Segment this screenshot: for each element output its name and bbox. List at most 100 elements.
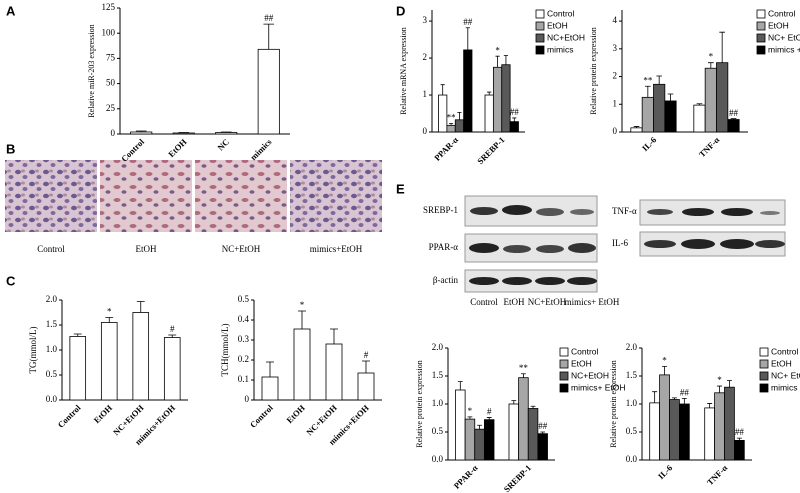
- y-tick-label: 2.0: [626, 342, 638, 352]
- error-bar: [512, 117, 517, 122]
- legend-swatch: [559, 359, 569, 369]
- error-bar: [266, 361, 274, 377]
- y-tick-label: 3: [613, 43, 618, 53]
- legend-swatch: [759, 347, 769, 357]
- y-tick-label: 1.5: [432, 370, 444, 380]
- bar: [132, 312, 150, 401]
- error-bar: [730, 118, 737, 120]
- legend-swatch: [559, 371, 569, 381]
- bar: [130, 131, 153, 135]
- x-tick-label: Control: [56, 402, 83, 429]
- y-tick-label: 0: [613, 126, 618, 136]
- significance-label: ##: [729, 108, 739, 118]
- significance-label: ##: [735, 427, 745, 437]
- y-tick-label: 1.0: [432, 398, 444, 408]
- x-tick-label: EtOH: [92, 402, 115, 425]
- y-tick-label: 100: [102, 27, 116, 37]
- blot-label: SREBP-1: [423, 205, 458, 215]
- bar: [518, 377, 529, 461]
- error-bar: [511, 400, 517, 404]
- significance-label: *: [717, 375, 722, 385]
- bar: [501, 64, 511, 133]
- error-bar: [667, 93, 674, 101]
- lane-label: Control: [470, 297, 498, 307]
- error-bar: [467, 416, 473, 420]
- y-axis-label: TCH(mmol/L): [220, 324, 230, 377]
- panel-label: A: [6, 3, 16, 18]
- bar: [464, 418, 476, 461]
- significance-label: *: [495, 45, 500, 55]
- y-axis-label: TG(mmol/L): [28, 327, 38, 374]
- error-bar: [717, 385, 723, 393]
- error-bar: [362, 360, 370, 373]
- legend-label: Control: [768, 8, 796, 18]
- legend-label: NC+EtOH: [547, 32, 585, 42]
- significance-label: ##: [680, 387, 690, 397]
- y-axis-label: Relative protein expression: [415, 360, 424, 448]
- panel-label: B: [6, 141, 15, 156]
- bar: [527, 408, 539, 461]
- legend-label: NC+ EtOH: [768, 32, 800, 42]
- y-tick-label: 0: [111, 128, 116, 138]
- bar: [630, 127, 643, 133]
- error-bar: [652, 391, 658, 403]
- y-tick-label: 0: [245, 394, 250, 404]
- error-bar: [330, 328, 338, 344]
- error-bar: [633, 126, 640, 128]
- y-tick-label: 1: [613, 98, 618, 108]
- y-axis-label: Relative protein expression: [609, 360, 618, 448]
- x-tick-label: IL-6: [640, 135, 658, 153]
- significance-label: ##: [463, 17, 473, 27]
- bar: [704, 67, 717, 133]
- x-tick-label: TNF-α: [705, 463, 730, 488]
- bar: [100, 322, 118, 401]
- legend-label: EtOH: [571, 358, 592, 368]
- bar: [649, 402, 661, 461]
- y-tick-label: 0.1: [238, 374, 249, 384]
- y-axis-label: Relative miR-203 expression: [87, 24, 96, 117]
- x-tick-label: PPAR-α: [452, 463, 480, 491]
- blot-right: [639, 199, 786, 257]
- y-tick-label: 2.0: [432, 342, 444, 352]
- x-tick-label: mimics: [248, 136, 274, 162]
- bar: [163, 337, 181, 401]
- y-tick-label: 1: [423, 89, 428, 99]
- error-bar: [263, 23, 275, 50]
- legend-label: mimics +EtOH: [768, 44, 800, 54]
- y-tick-label: 3: [423, 15, 428, 25]
- micrograph: [100, 160, 192, 232]
- bar: [734, 439, 745, 461]
- bar: [641, 96, 654, 133]
- y-tick-label: 125: [102, 2, 116, 12]
- bar: [455, 389, 466, 461]
- x-tick-label: EtOH: [284, 402, 307, 425]
- bar: [716, 62, 729, 133]
- x-tick-label: NC: [215, 137, 231, 153]
- bar: [724, 386, 735, 461]
- bar: [492, 66, 503, 133]
- bar: [484, 94, 494, 133]
- legend-swatch: [535, 45, 545, 55]
- error-bar: [136, 301, 145, 313]
- error-bar: [457, 112, 462, 120]
- legend-swatch: [535, 21, 545, 31]
- bar: [653, 83, 666, 133]
- y-tick-label: 1.5: [46, 319, 58, 329]
- error-bar: [178, 132, 190, 133]
- error-bar: [457, 381, 463, 390]
- legend-label: NC+ EtOH: [771, 370, 800, 380]
- significance-label: **: [447, 113, 457, 123]
- error-bar: [73, 333, 82, 337]
- y-tick-label: 2: [613, 71, 618, 81]
- error-bar: [726, 380, 732, 388]
- legend-swatch: [559, 347, 569, 357]
- lane-label: NC+EtOH: [528, 297, 567, 307]
- micrograph-label: mimics+EtOH: [310, 244, 363, 254]
- bar: [172, 132, 195, 135]
- error-bar: [530, 405, 536, 409]
- bar: [261, 376, 279, 401]
- y-tick-label: 25: [106, 103, 116, 113]
- error-bar: [719, 31, 726, 63]
- bar: [664, 100, 677, 133]
